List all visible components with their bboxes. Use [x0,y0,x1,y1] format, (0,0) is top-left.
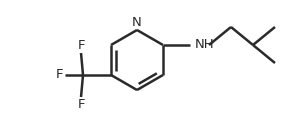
Text: NH: NH [195,38,215,52]
Text: F: F [55,68,63,82]
Text: F: F [77,98,85,111]
Text: N: N [132,16,142,29]
Text: F: F [77,39,85,52]
